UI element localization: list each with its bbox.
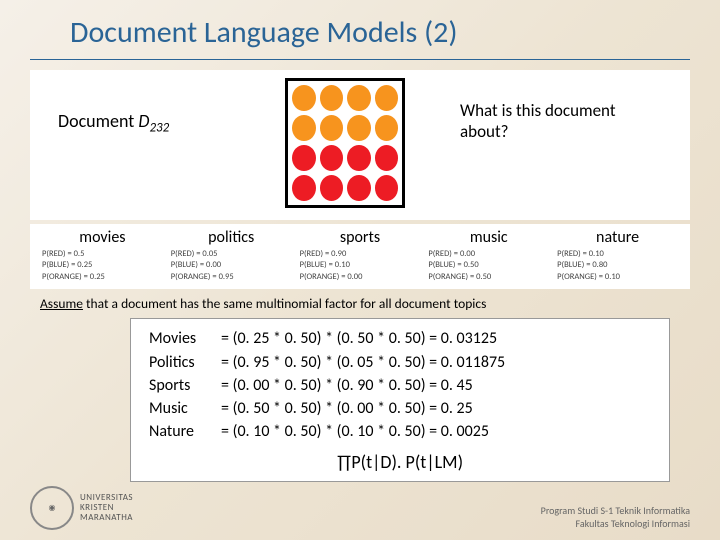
p-red: P(RED) = 0.5 [42,249,163,260]
calc-label: Movies [149,327,221,350]
topics-panel: moviesP(RED) = 0.5P(BLUE) = 0.25P(ORANGE… [30,224,690,289]
topic-name: sports [300,228,421,247]
document-label-id: D [138,110,149,132]
orange-dot [347,85,371,111]
dot-grid [285,78,405,208]
footer-left-3: MARANATHA [80,513,133,523]
topic-name: nature [557,228,678,247]
p-orange: P(ORANGE) = 0.50 [428,272,549,283]
document-label: Document D232 [58,110,169,136]
document-label-sub: 232 [149,121,169,136]
orange-dot [375,85,399,111]
assume-text: Assume that a document has the same mult… [40,295,690,312]
university-name: UNIVERSITAS KRISTEN MARANATHA [80,493,133,523]
calc-row-movies: Movies= (0. 25 * 0. 50) * (0. 50 * 0. 50… [149,327,651,350]
topic-name: movies [42,228,163,247]
p-blue: P(BLUE) = 0.80 [557,260,678,271]
footer-right: Program Studi S-1 Teknik Informatika Fak… [541,504,690,530]
orange-dot [320,85,344,111]
footer-right-2: Fakultas Teknologi Informasi [541,517,690,530]
orange-dot [320,115,344,141]
calc-row-sports: Sports= (0. 00 * 0. 50) * (0. 90 * 0. 50… [149,374,651,397]
footer-right-1: Program Studi S-1 Teknik Informatika [541,504,690,517]
topic-movies: movies P(RED) = 0.5P(BLUE) = 0.25P(ORANGE… [42,228,163,283]
p-blue: P(BLUE) = 0.00 [171,260,292,271]
formula: ∏P(t|D). P(t|LM) [149,449,651,475]
calc-row-music: Music= (0. 50 * 0. 50) * (0. 00 * 0. 50)… [149,397,651,420]
p-red: P(RED) = 0.00 [428,249,549,260]
calc-expr: = (0. 25 * 0. 50) * (0. 50 * 0. 50) = 0.… [221,327,497,350]
topic-name: music [428,228,549,247]
document-label-prefix: Document [58,110,138,132]
calc-label: Sports [149,374,221,397]
red-dot [292,145,316,171]
red-dot [320,175,344,201]
topic-politics: politics P(RED) = 0.05P(BLUE) = 0.00P(ORA… [171,228,292,283]
p-orange: P(ORANGE) = 0.00 [300,272,421,283]
university-logo-icon: ◉ [30,486,74,530]
footer-left: ◉ UNIVERSITAS KRISTEN MARANATHA [30,486,133,530]
topic-music: music P(RED) = 0.00P(BLUE) = 0.50P(ORANGE… [428,228,549,283]
p-red: P(RED) = 0.10 [557,249,678,260]
calc-expr: = (0. 95 * 0. 50) * (0. 05 * 0. 50) = 0.… [221,351,505,374]
orange-dot [292,85,316,111]
orange-dot [375,115,399,141]
calc-row-politics: Politics= (0. 95 * 0. 50) * (0. 05 * 0. … [149,351,651,374]
p-orange: P(ORANGE) = 0.95 [171,272,292,283]
calc-expr: = (0. 10 * 0. 50) * (0. 10 * 0. 50) = 0.… [221,420,489,443]
calc-expr: = (0. 50 * 0. 50) * (0. 00 * 0. 50) = 0.… [221,397,473,420]
red-dot [347,175,371,201]
assume-underlined: Assume [40,295,83,312]
red-dot [292,175,316,201]
p-blue: P(BLUE) = 0.50 [428,260,549,271]
red-dot [320,145,344,171]
calculation-box: Movies= (0. 25 * 0. 50) * (0. 50 * 0. 50… [130,318,670,482]
p-red: P(RED) = 0.90 [300,249,421,260]
p-blue: P(BLUE) = 0.25 [42,260,163,271]
red-dot [375,145,399,171]
calc-label: Music [149,397,221,420]
topic-sports: sports P(RED) = 0.90P(BLUE) = 0.10P(ORANG… [300,228,421,283]
topic-nature: nature P(RED) = 0.10P(BLUE) = 0.80P(ORANG… [557,228,678,283]
p-orange: P(ORANGE) = 0.10 [557,272,678,283]
assume-rest: that a document has the same multinomial… [83,295,486,312]
red-dot [347,145,371,171]
calc-row-nature: Nature= (0. 10 * 0. 50) * (0. 10 * 0. 50… [149,420,651,443]
p-red: P(RED) = 0.05 [171,249,292,260]
calc-label: Nature [149,420,221,443]
p-blue: P(BLUE) = 0.10 [300,260,421,271]
calc-expr: = (0. 00 * 0. 50) * (0. 90 * 0. 50) = 0.… [221,374,473,397]
calc-label: Politics [149,351,221,374]
p-orange: P(ORANGE) = 0.25 [42,272,163,283]
orange-dot [347,115,371,141]
red-dot [375,175,399,201]
document-panel: Document D232 What is this document abou… [30,70,690,220]
slide-title: Document Language Models (2) [30,0,690,60]
topic-name: politics [171,228,292,247]
orange-dot [292,115,316,141]
question-text: What is this document about? [460,100,650,142]
